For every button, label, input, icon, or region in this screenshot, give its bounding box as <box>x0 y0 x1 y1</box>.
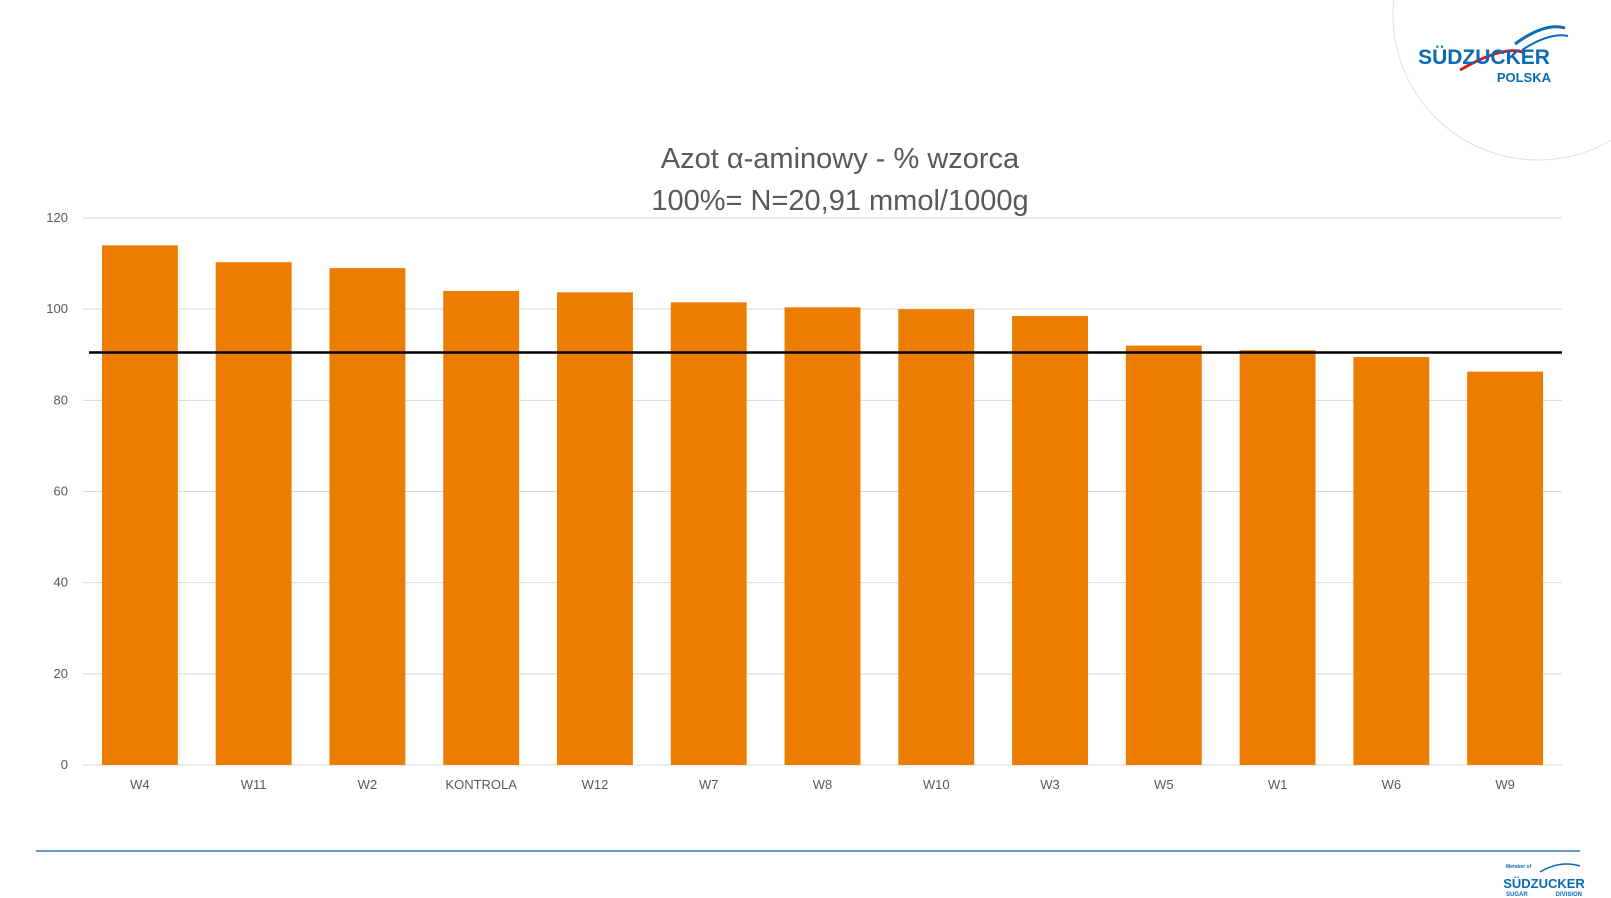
y-tick-label: 120 <box>46 210 68 225</box>
x-tick-label: W9 <box>1495 777 1515 792</box>
bar-w7 <box>670 302 747 765</box>
logo-swoosh-blue <box>1514 25 1566 46</box>
logo-brand: SÜDZUCKER <box>1418 46 1550 69</box>
bar-w10 <box>898 309 975 765</box>
x-tick-label: W12 <box>582 777 609 792</box>
footer-logo: Member of SÜDZUCKER SUGAR DIVISION <box>1503 863 1585 898</box>
footer-logo-brand: SÜDZUCKER <box>1503 876 1585 891</box>
logo-swoosh-red <box>1459 49 1526 72</box>
footer-logo-sugar: SUGAR <box>1506 892 1528 898</box>
x-tick-label: W10 <box>923 777 950 792</box>
y-tick-label: 20 <box>54 666 68 681</box>
logo-sub: POLSKA <box>1497 70 1552 85</box>
bar-w4 <box>101 245 178 766</box>
x-tick-label: W2 <box>358 777 378 792</box>
x-tick-label: W1 <box>1268 777 1288 792</box>
x-tick-label: W5 <box>1154 777 1174 792</box>
chart-title-line-1: Azot α-aminowy - % wzorca <box>661 143 1020 175</box>
x-tick-label: W7 <box>699 777 719 792</box>
y-tick-label: 80 <box>54 392 68 407</box>
x-tick-label: W3 <box>1040 777 1060 792</box>
bar-w5 <box>1125 345 1202 765</box>
y-tick-label: 0 <box>61 757 68 772</box>
y-tick-label: 100 <box>46 301 68 316</box>
bar-w12 <box>557 292 633 765</box>
y-axis-tick-labels: 0 20 40 60 80 100 120 <box>46 210 68 772</box>
bars <box>101 245 1544 766</box>
y-tick-label: 40 <box>54 575 68 590</box>
bar-w1 <box>1239 350 1316 765</box>
bar-w6 <box>1353 357 1430 765</box>
company-logo: SÜDZUCKER POLSKA <box>1392 0 1611 161</box>
bar-w2 <box>329 268 406 765</box>
logo-swoosh-blue-2 <box>1521 34 1569 51</box>
x-tick-label: W8 <box>813 777 833 792</box>
bar-w3 <box>1012 316 1088 765</box>
bar-w11 <box>215 262 292 765</box>
footer-logo-member: Member of <box>1506 864 1532 870</box>
y-tick-label: 60 <box>54 484 68 499</box>
x-axis-tick-labels: W4 W11 W2 KONTROLA W12 W7 W8 W10 W3 W5 W1 W6 W9 <box>130 777 1515 792</box>
x-tick-label: KONTROLA <box>445 777 517 792</box>
bar-w8 <box>784 307 861 765</box>
x-tick-label: W6 <box>1382 777 1402 792</box>
logo-badge-circle <box>1392 0 1611 161</box>
footer-logo-division: DIVISION <box>1556 892 1582 898</box>
x-tick-label: W11 <box>241 777 267 792</box>
bar-w9 <box>1467 371 1544 765</box>
x-tick-label: W4 <box>130 777 150 792</box>
chart-title-line-2: 100%= N=20,91 mmol/1000g <box>651 185 1028 217</box>
bar-kontrola <box>443 290 520 765</box>
footer-logo-swoosh <box>1539 863 1581 873</box>
